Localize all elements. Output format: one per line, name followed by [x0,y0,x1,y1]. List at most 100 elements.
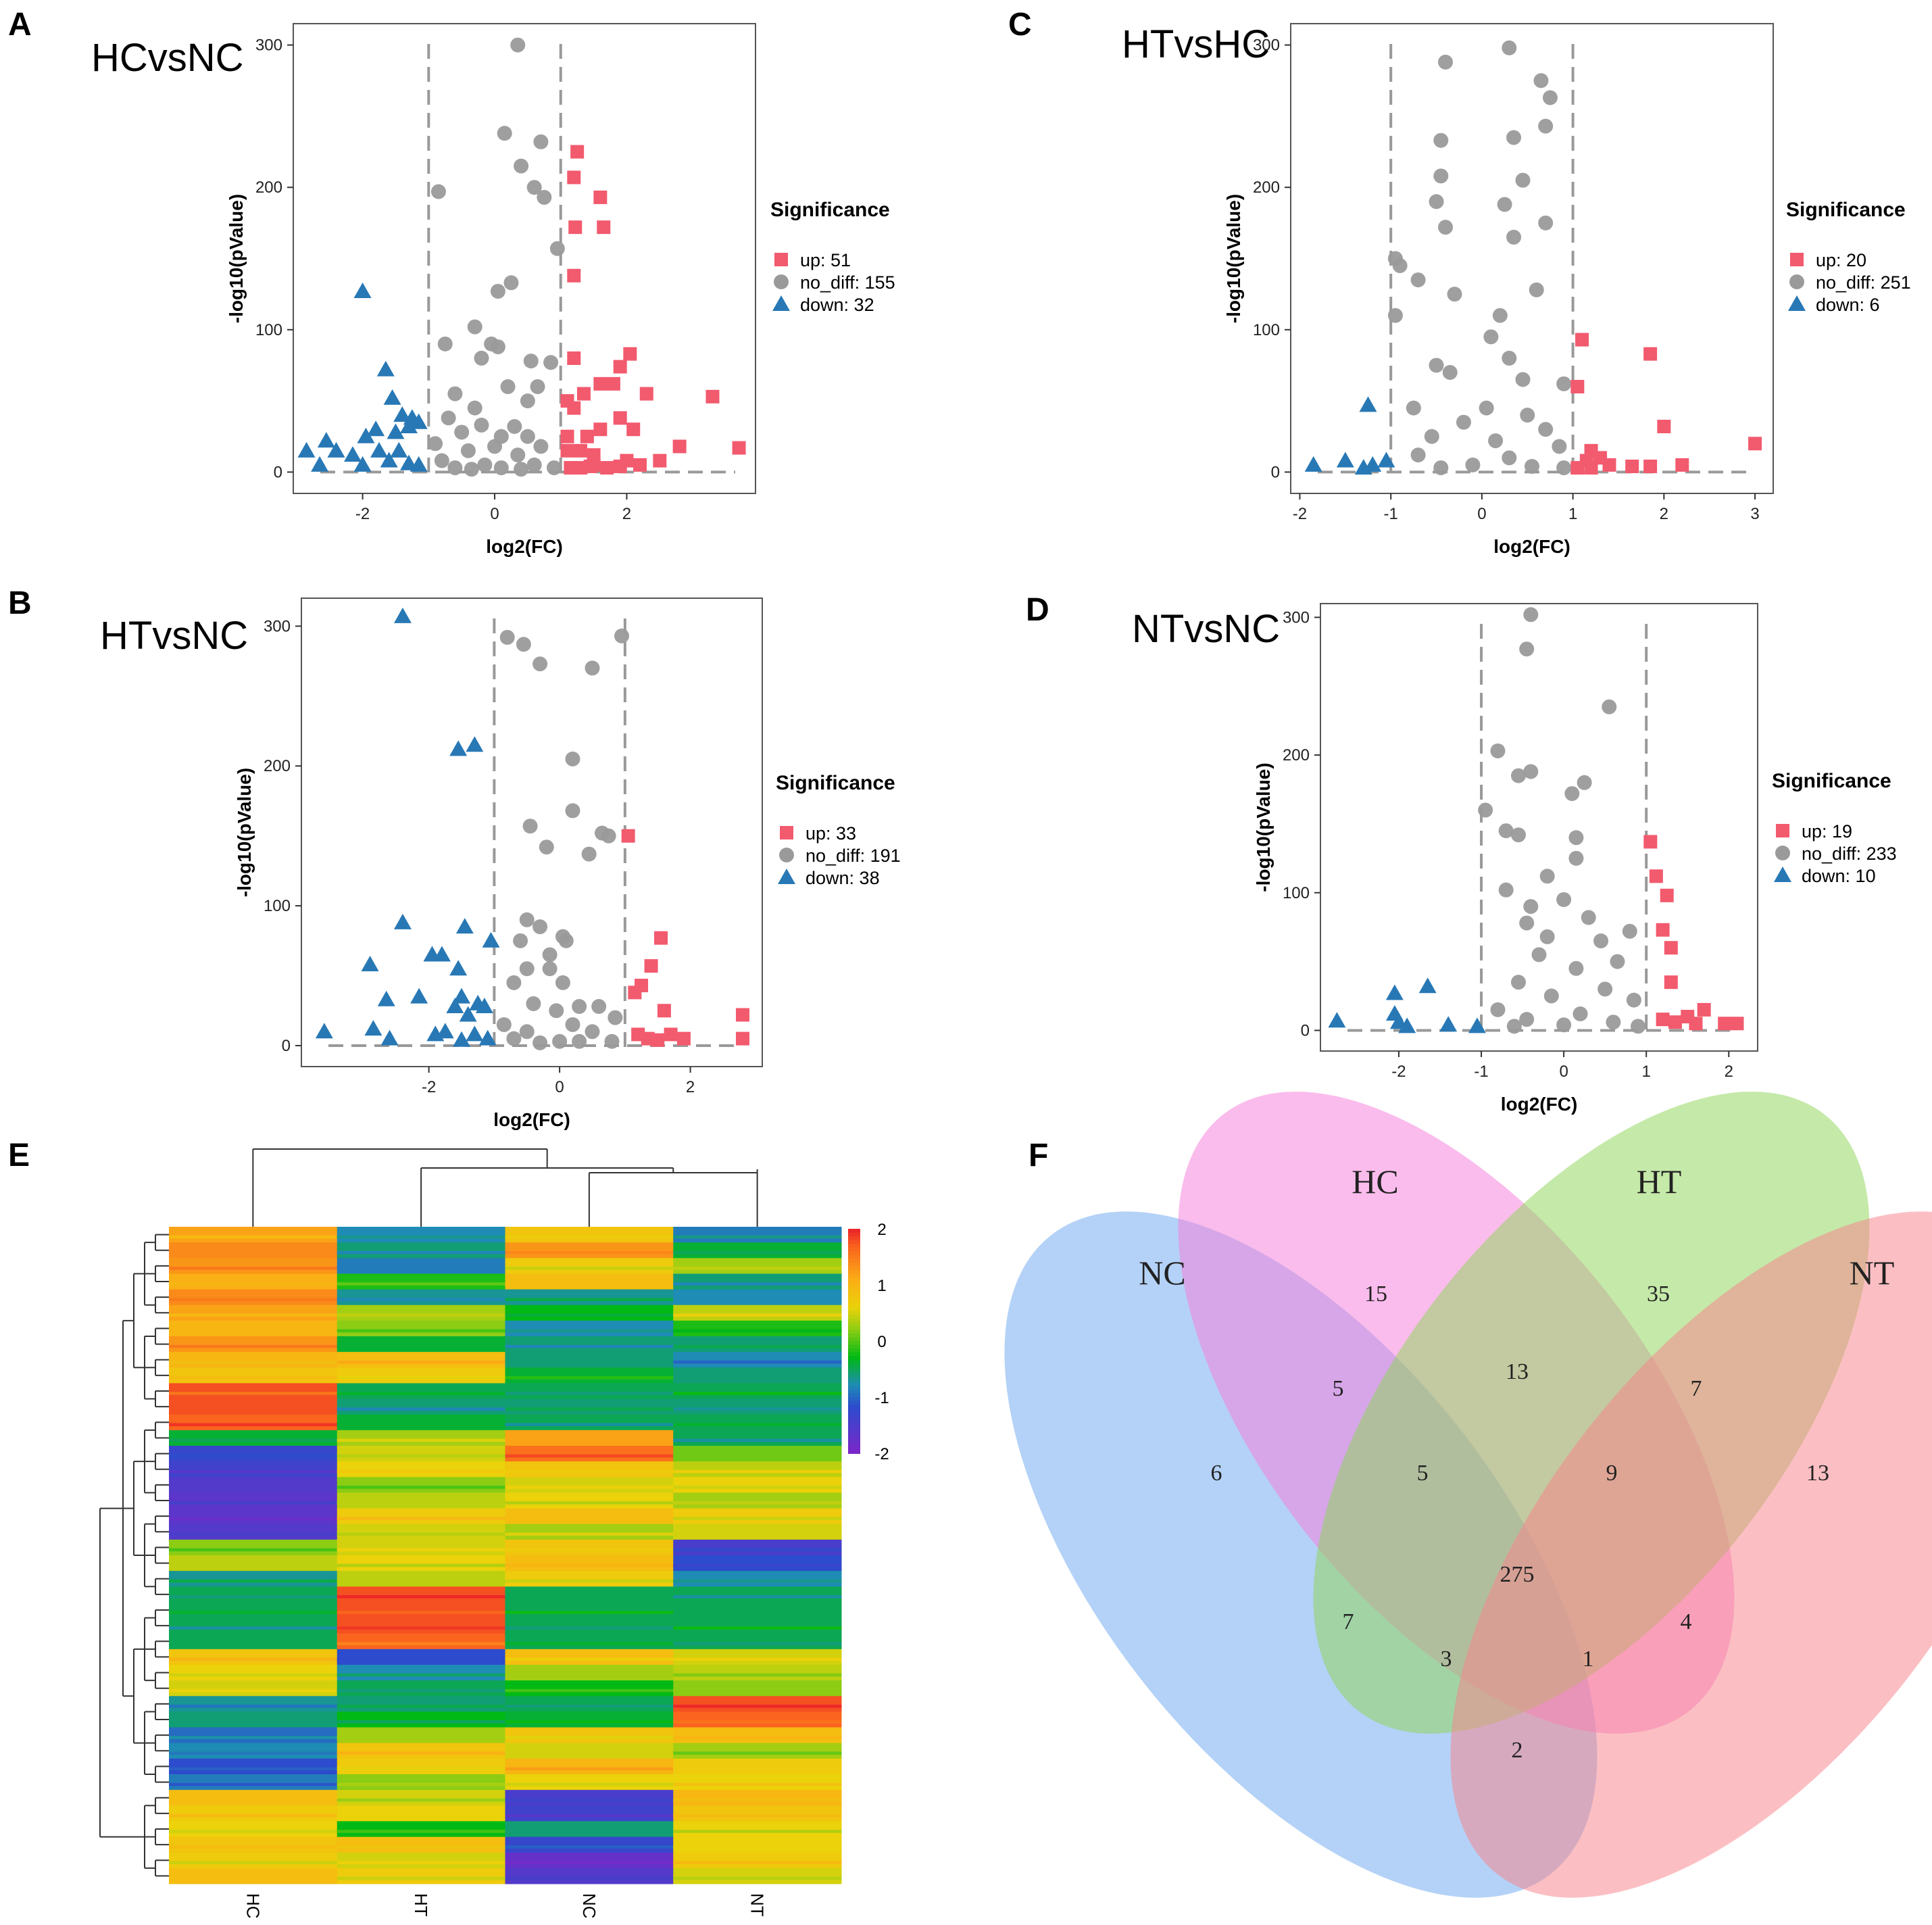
heatmap-cell [169,1508,338,1525]
heatmap-cell [505,1289,674,1306]
point-up [1656,1013,1670,1027]
heatmap-cell [337,1805,505,1822]
heatmap-cell [337,1267,505,1270]
heatmap-cell [505,1861,674,1865]
heatmap-cell [505,1469,674,1473]
heatmap-cell [169,1836,338,1853]
x-axis-label: log2(FC) [486,536,563,557]
point-up [1657,420,1671,434]
panel-title: HCvsNC [91,36,244,80]
heatmap-cell [169,1461,338,1478]
heatmap-cell [505,1563,674,1567]
colorbar-segment [848,1296,860,1301]
point-no-diff [532,919,548,935]
point-no-diff [1410,272,1426,288]
point-down [446,998,464,1014]
colorbar-segment [848,1254,860,1260]
heatmap-cell [505,1267,674,1270]
heatmap-cell [337,1461,505,1478]
point-up [1660,888,1674,902]
point-no-diff [519,912,535,927]
heatmap-cell [169,1852,338,1869]
panel-F: F NC HC HT NT 6 15 35 13 5 13 7 5 9 275 7 4 3 1 2 [1004,1092,1932,1898]
point-no-diff [477,457,493,472]
point-up [613,411,627,425]
colorbar-segment [848,1427,860,1432]
point-up [639,387,653,401]
panel-label: A [8,7,32,43]
panel-label: C [1008,7,1032,43]
heatmap-cell [337,1298,505,1301]
point-no-diff [1490,1002,1506,1017]
heatmap-cell [337,1430,505,1446]
legend-marker-down [772,295,790,311]
legend-title: Significance [1772,770,1891,792]
point-down [1336,452,1354,468]
heatmap-cell [673,1430,842,1446]
heatmap-cell [505,1298,674,1301]
heatmap-cell [505,1282,674,1286]
point-no-diff [1572,1006,1588,1022]
heatmap-cell [169,1392,338,1395]
point-no-diff [533,439,549,454]
colorbar-tick-label: 2 [877,1221,886,1239]
heatmap-cell [337,1548,505,1552]
heatmap-cell [673,1805,842,1822]
point-no-diff [549,1003,564,1019]
heatmap-cell [169,1633,338,1650]
colorbar-segment [848,1438,860,1443]
point-up [1575,333,1589,347]
point-no-diff [447,460,463,476]
heatmap-cell [505,1751,674,1755]
heatmap-cell [169,1673,338,1677]
heatmap-cell [169,1227,338,1243]
y-axis-label: -log10(pValue) [226,194,247,323]
heatmap-cell [337,1782,505,1786]
point-down [482,931,500,948]
point-no-diff [1498,823,1514,839]
point-no-diff [604,1033,620,1049]
heatmap-cell [505,1711,674,1728]
heatmap-cell [505,1532,674,1536]
heatmap-cell [505,1501,674,1505]
heatmap-cell [337,1836,505,1853]
heatmap-cell [505,1352,674,1368]
point-down [466,736,484,752]
heatmap-cell [505,1611,674,1614]
venn-count-hc-nt: 4 [1681,1609,1692,1634]
heatmap-cell [505,1486,674,1489]
colorbar-segment [848,1352,860,1357]
y-tick-label: 300 [1253,36,1280,55]
point-no-diff [474,350,489,366]
heatmap-cell [505,1305,674,1321]
point-no-diff [1581,910,1596,925]
y-tick-label: 0 [282,1037,291,1055]
heatmap-cell [505,1438,674,1442]
x-tick-label: -2 [1293,505,1307,523]
heatmap-cell [169,1798,338,1802]
heatmap-cell [337,1376,505,1380]
point-up [583,459,597,473]
heatmap-cell [337,1360,505,1364]
plot-frame [293,23,756,494]
heatmap-cell [337,1680,505,1697]
heatmap-cell [505,1461,674,1478]
point-down [432,946,451,962]
point-up [705,389,720,404]
point-no-diff [1523,899,1539,915]
point-no-diff [543,355,559,370]
heatmap-cell [673,1555,842,1571]
heatmap-cell [337,1532,505,1536]
colorbar-segment [848,1318,860,1323]
heatmap-cell [673,1438,842,1442]
legend-label-down: down: 6 [1816,295,1880,315]
point-up [1668,1015,1682,1029]
point-up [574,443,588,458]
heatmap-cell [673,1705,842,1708]
heatmap-cell [337,1508,505,1525]
legend-label-no-diff: no_diff: 155 [800,272,895,293]
point-no-diff [1502,350,1517,366]
colorbar-segment [848,1423,860,1428]
colorbar-segment [848,1266,860,1271]
point-no-diff [1606,1015,1621,1030]
